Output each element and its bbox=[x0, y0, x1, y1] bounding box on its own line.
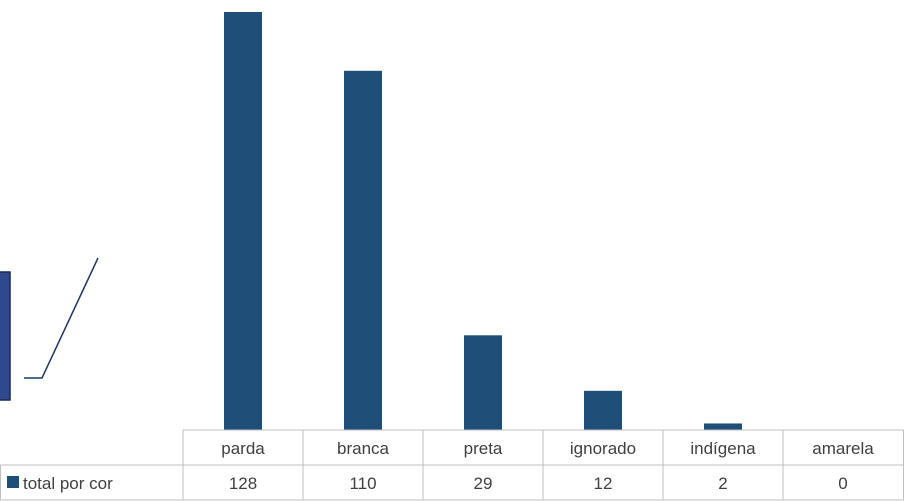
side-box bbox=[0, 271, 11, 401]
category-label-amarela: amarela bbox=[812, 439, 874, 458]
category-label-ignorado: ignorado bbox=[570, 439, 636, 458]
bar-indigena bbox=[704, 423, 742, 430]
value-label-ignorado: 12 bbox=[594, 474, 613, 493]
value-label-indigena: 2 bbox=[718, 474, 727, 493]
category-labels: parda branca preta ignorado indígena ama… bbox=[221, 439, 874, 458]
legend-series-label: total por cor bbox=[23, 474, 113, 493]
bars-group bbox=[224, 12, 742, 430]
value-label-branca: 110 bbox=[349, 474, 376, 493]
bar-parda bbox=[224, 12, 262, 430]
value-label-preta: 29 bbox=[474, 474, 493, 493]
value-label-amarela: 0 bbox=[838, 474, 847, 493]
value-label-parda: 128 bbox=[229, 474, 257, 493]
data-table-grid bbox=[0, 429, 904, 501]
category-label-parda: parda bbox=[221, 439, 265, 458]
category-label-branca: branca bbox=[337, 439, 390, 458]
bar-branca bbox=[344, 70, 382, 430]
bar-preta bbox=[464, 335, 502, 430]
category-label-indigena: indígena bbox=[690, 439, 756, 458]
legend-key bbox=[7, 476, 19, 488]
value-labels: 128 110 29 12 2 0 bbox=[229, 474, 848, 493]
bar-ignorado bbox=[584, 390, 622, 430]
category-label-preta: preta bbox=[464, 439, 503, 458]
side-connector-line bbox=[24, 257, 99, 379]
